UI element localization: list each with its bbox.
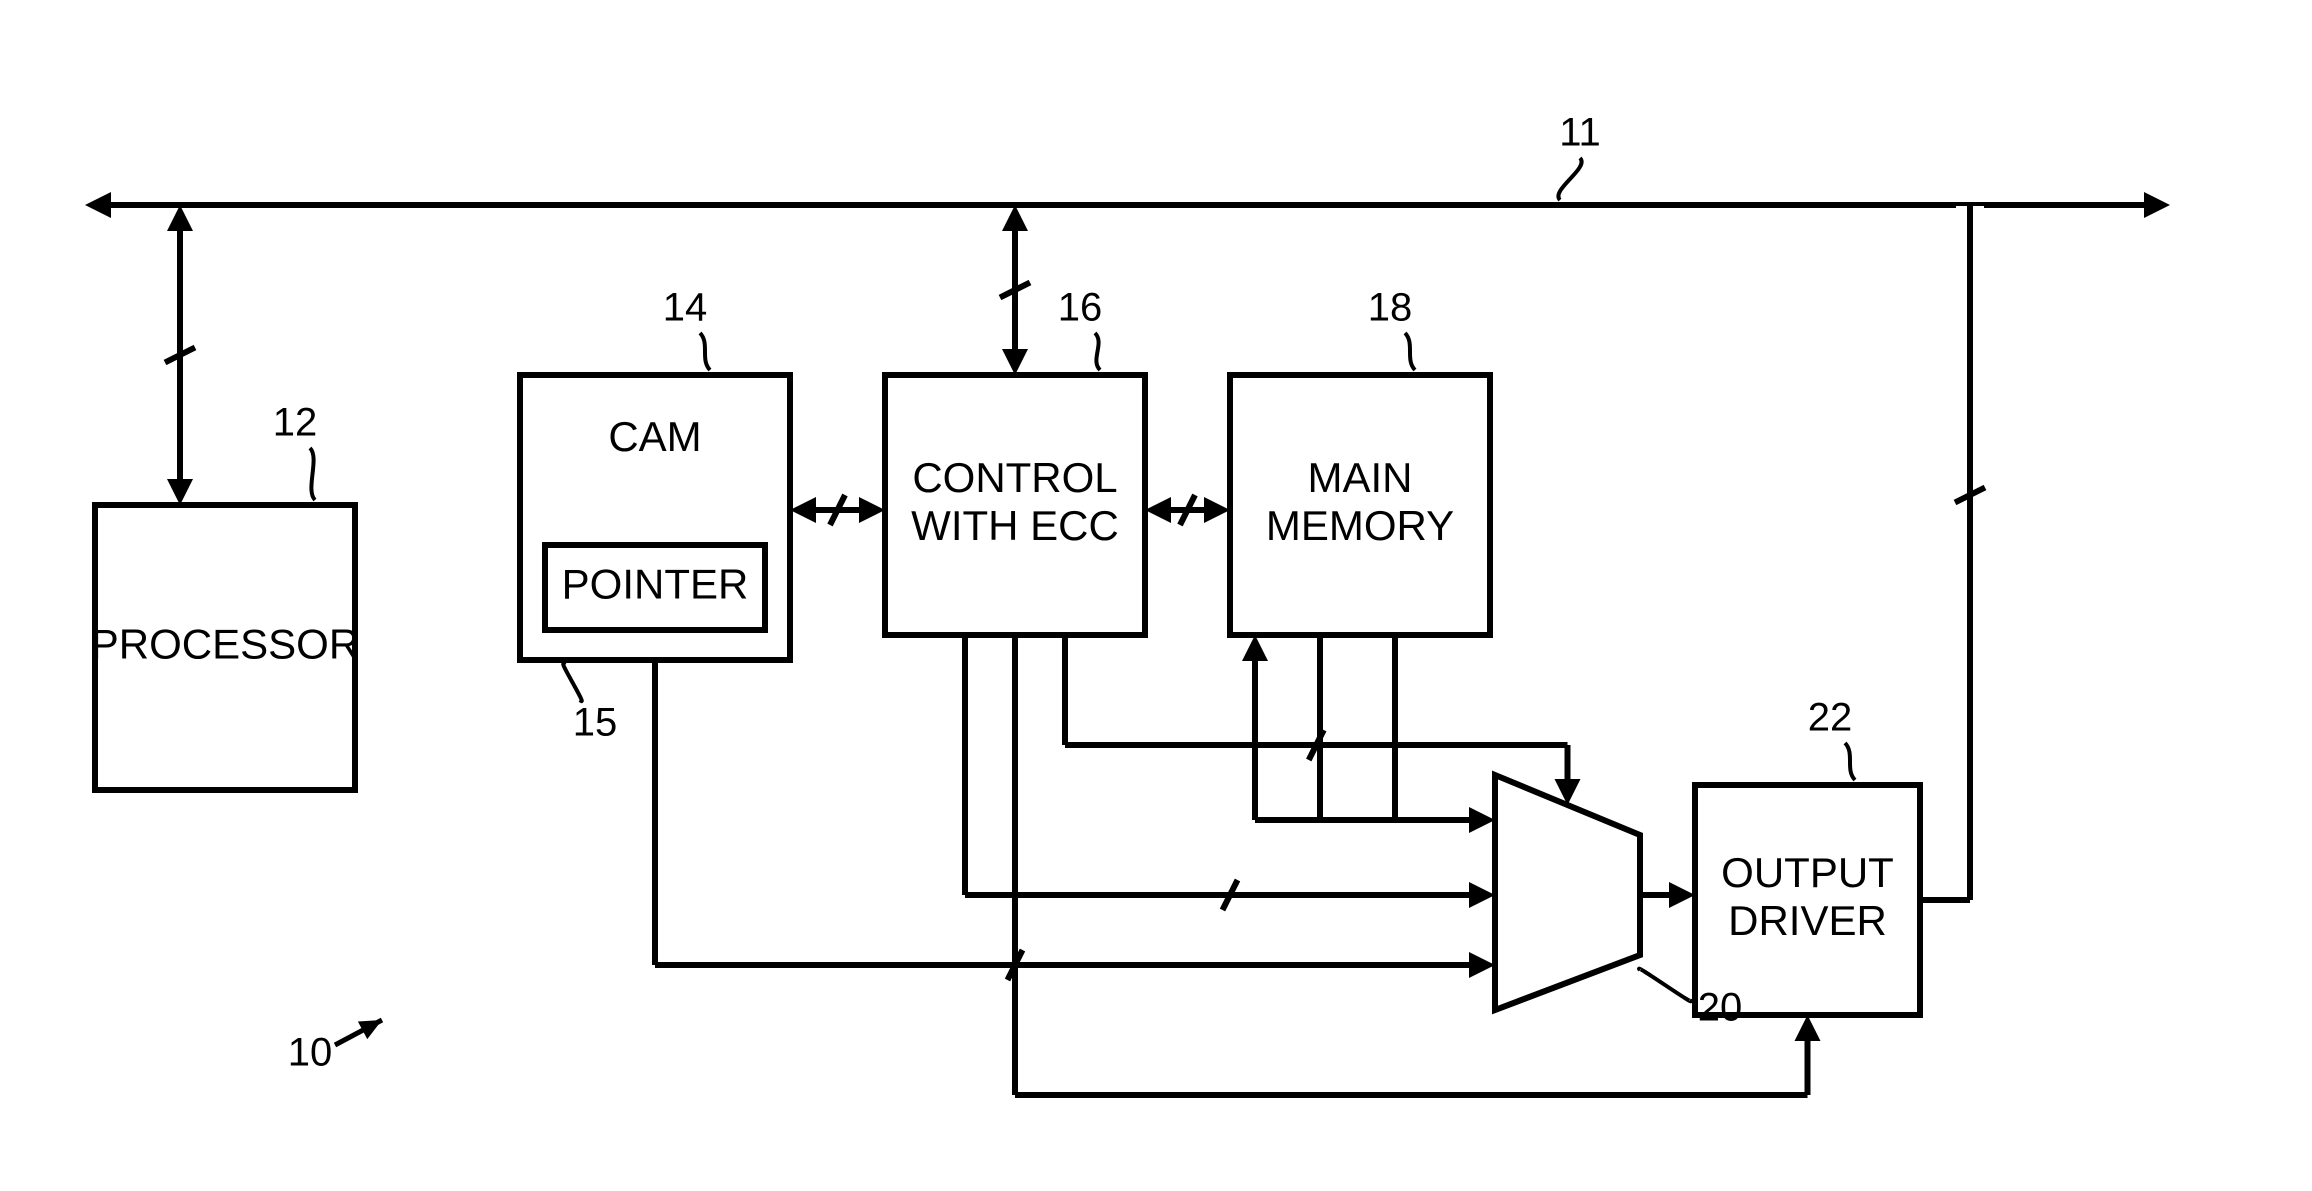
ref-16: 16 [1058, 286, 1103, 330]
memory-label-0: MAIN [1308, 454, 1413, 501]
control-label-0: CONTROL [912, 454, 1117, 501]
ref-10: 10 [288, 1031, 333, 1075]
output-label-0: OUTPUT [1721, 849, 1894, 896]
ref-18: 18 [1368, 286, 1413, 330]
ref-14: 14 [663, 286, 708, 330]
ref-15: 15 [573, 701, 618, 745]
pointer-label-0: POINTER [562, 561, 749, 608]
ref-20: 20 [1698, 986, 1743, 1030]
output-label-1: DRIVER [1728, 897, 1887, 944]
processor-label-0: PROCESSOR [91, 621, 359, 668]
ref-22: 22 [1808, 696, 1853, 740]
ref-12: 12 [273, 401, 318, 445]
ref-11: 11 [1559, 111, 1601, 155]
cam-label-0: CAM [608, 413, 701, 460]
control-label-1: WITH ECC [911, 502, 1119, 549]
memory-label-1: MEMORY [1266, 502, 1454, 549]
